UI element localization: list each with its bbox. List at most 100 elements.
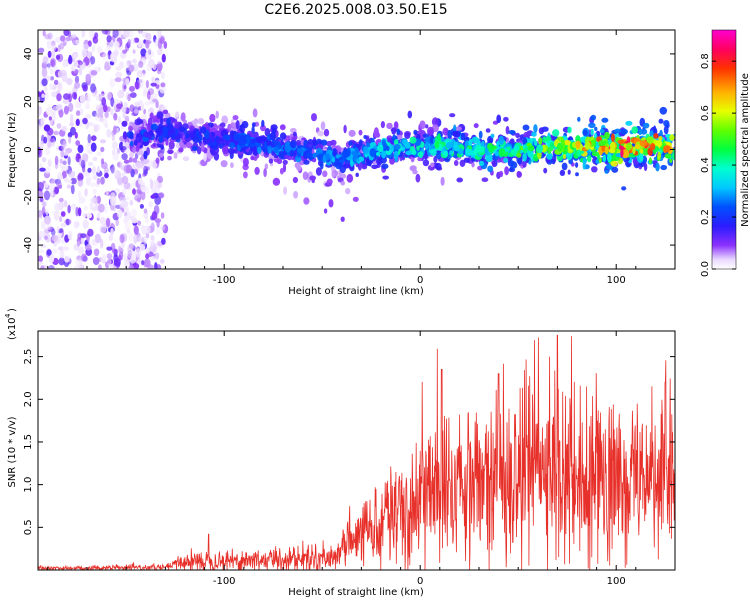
- spectrogram-cell: [315, 167, 322, 176]
- spectrogram-cell: [150, 235, 155, 241]
- spectrogram-cell: [431, 117, 439, 127]
- spectrogram-cell: [561, 162, 568, 171]
- spectrogram-cell: [498, 148, 506, 157]
- spectrogram-cell: [405, 150, 413, 156]
- snr-multiplier-exponent: 4: [4, 313, 12, 318]
- spectrogram-cell: [115, 71, 122, 79]
- spectrogram-cell: [63, 165, 69, 171]
- spectrogram-cell: [74, 39, 80, 45]
- spectrogram-cell: [110, 97, 115, 107]
- spectrogram-cell: [282, 159, 288, 165]
- spectrogram-cell: [117, 116, 122, 124]
- spectrogram-cell: [77, 174, 81, 181]
- spectrogram-cell: [104, 64, 111, 71]
- spectrogram-cell: [161, 237, 166, 245]
- spectrogram-cell: [222, 134, 229, 140]
- spectrogram-cell: [278, 152, 286, 157]
- spectrogram-cell: [155, 252, 160, 260]
- spectrogram-cell: [380, 121, 385, 129]
- spectrogram-cell: [67, 56, 73, 65]
- spectrogram-cell: [44, 167, 51, 174]
- spectrogram-cell: [87, 167, 92, 173]
- spectrogram-cell: [617, 139, 625, 144]
- spectrogram-cell: [123, 164, 131, 174]
- spectrogram-cell: [92, 165, 96, 176]
- spectrogram-cell: [119, 61, 124, 69]
- spectrogram-cell: [38, 106, 42, 116]
- spectrogram-cell: [604, 146, 609, 155]
- spectrogram-cell: [150, 194, 156, 199]
- spectrogram-cell: [271, 139, 278, 146]
- spectrogram-cell: [114, 188, 120, 194]
- spectrogram-cell: [161, 53, 166, 63]
- spectrogram-cell: [658, 118, 664, 124]
- spectrogram-cell: [216, 137, 224, 145]
- spectrogram-cell: [358, 129, 363, 136]
- spectrogram-cell: [70, 177, 77, 185]
- spectrogram-cell: [522, 152, 527, 162]
- spectrogram-cell: [117, 209, 123, 219]
- spectrogram-cell: [115, 219, 119, 227]
- spectrogram-cell: [45, 106, 53, 116]
- spectrogram-ticks: -100 0 100 -40 -20 0 20 40: [23, 30, 676, 286]
- spectrogram-cell: [163, 41, 168, 49]
- spectrogram-cell: [411, 149, 417, 155]
- spectrogram-cell: [582, 129, 588, 136]
- spectrogram-cell: [56, 93, 62, 102]
- snr-panel: -100 0 100 0.5 1.0 1.5 2.0 2.5 Height of straig…: [4, 308, 676, 598]
- spectrogram-cell: [157, 30, 162, 39]
- spectrogram-cell: [51, 91, 58, 98]
- spectrogram-cell: [150, 241, 154, 249]
- spectrogram-cell: [203, 147, 208, 154]
- spectrogram-cell: [640, 149, 644, 154]
- spectrogram-cell: [117, 89, 125, 99]
- spectrogram-cell: [173, 152, 178, 159]
- spectrogram-cell: [50, 76, 55, 81]
- spectrogram-cell: [94, 233, 102, 244]
- spectrogram-cell: [139, 243, 146, 252]
- spectrogram-cell: [77, 144, 84, 154]
- spectrogram-cell: [557, 142, 563, 152]
- spectrogram-cell: [345, 148, 351, 157]
- spectrogram-cell: [45, 225, 51, 231]
- spectrogram-cell: [326, 178, 333, 186]
- spectrogram-cell: [100, 158, 105, 165]
- spectrogram-cell: [82, 43, 90, 50]
- spectrogram-cell: [44, 215, 51, 225]
- spectrogram-cell: [125, 196, 130, 201]
- spectrogram-cell: [180, 112, 186, 122]
- spectrogram-cell: [479, 160, 485, 167]
- spectrogram-cell: [108, 234, 113, 242]
- spectrogram-cell: [626, 136, 631, 145]
- spectrogram-cell: [437, 133, 441, 142]
- spectrogram-cell: [503, 157, 509, 163]
- spectrogram-cell: [142, 86, 148, 94]
- spectrogram-cell: [95, 112, 99, 122]
- spectrogram-cell: [317, 153, 325, 162]
- spectrogram-cell: [91, 135, 97, 142]
- spectrogram-cell: [136, 118, 144, 125]
- spectrogram-cell: [150, 255, 157, 261]
- spectrogram-cell: [38, 262, 41, 268]
- spectrogram-cell: [74, 132, 78, 139]
- spectrogram-cell: [153, 204, 160, 215]
- spectrogram-cell: [84, 244, 92, 251]
- spectrogram-cell: [85, 93, 91, 103]
- spectrogram-cell: [104, 111, 109, 119]
- spectrogram-cell: [105, 217, 111, 228]
- spectrogram-cell: [148, 58, 155, 69]
- spectrogram-cell: [57, 70, 63, 78]
- spectrogram-x-tick-label: -100: [213, 275, 236, 286]
- spectrogram-cell: [112, 141, 118, 151]
- spectrogram-cell: [58, 216, 63, 222]
- spectrogram-cell: [485, 128, 491, 133]
- spectrogram-cell: [51, 234, 59, 242]
- spectrogram-cell: [643, 162, 648, 172]
- spectrogram-cell: [513, 145, 520, 152]
- spectrogram-cell: [241, 120, 249, 129]
- spectrogram-cell: [605, 163, 613, 170]
- spectrogram-cell: [610, 141, 616, 151]
- spectrogram-cell: [663, 125, 669, 135]
- spectrogram-cell: [393, 144, 401, 150]
- snr-x-label: Height of straight line (km): [288, 587, 424, 598]
